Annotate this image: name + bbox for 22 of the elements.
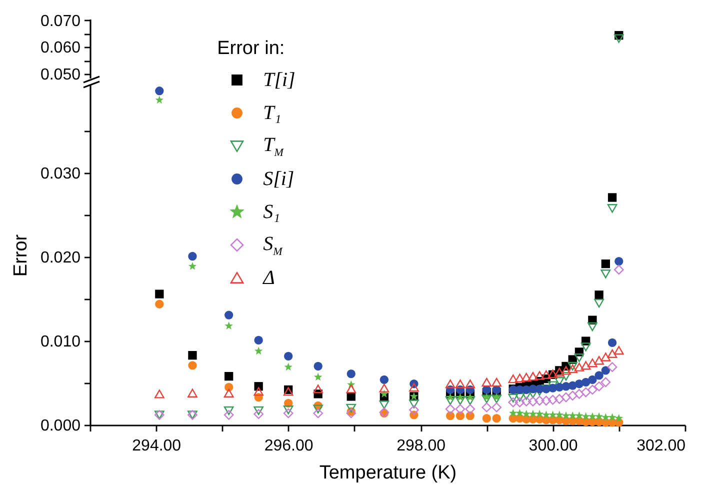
legend-label: T$_{M}$ (263, 134, 284, 159)
x-tick-label: 296.00 (264, 438, 314, 454)
y-tick-label: 0.050 (40, 66, 81, 84)
y-tick-label: 0.070 (40, 12, 81, 30)
y-tick-label: 0.030 (40, 166, 81, 183)
x-tick-label: 298.00 (396, 438, 446, 454)
legend-label: T[i] (263, 68, 296, 92)
legend-label: T₁ (263, 102, 282, 125)
y-tick-label: 0.000 (40, 418, 81, 434)
y-tick-label: 0.010 (40, 334, 81, 351)
legend-label: S[i] (263, 168, 294, 191)
x-tick-label: 302.00 (636, 438, 686, 454)
x-tick-label: 294.00 (132, 438, 182, 454)
legend-label: S$_{M}$ (263, 232, 282, 258)
y-axis-title: Error (10, 234, 32, 277)
y-tick-label: 0.060 (40, 40, 81, 57)
legend-title: Error in: (217, 38, 286, 60)
y-tick-label: 0.020 (40, 250, 81, 267)
legend-label: S₁ (263, 200, 280, 224)
x-axis-title: Temperature (K) (319, 462, 457, 484)
x-tick-label: 300.00 (528, 438, 578, 454)
legend-label: Δ (263, 266, 275, 290)
